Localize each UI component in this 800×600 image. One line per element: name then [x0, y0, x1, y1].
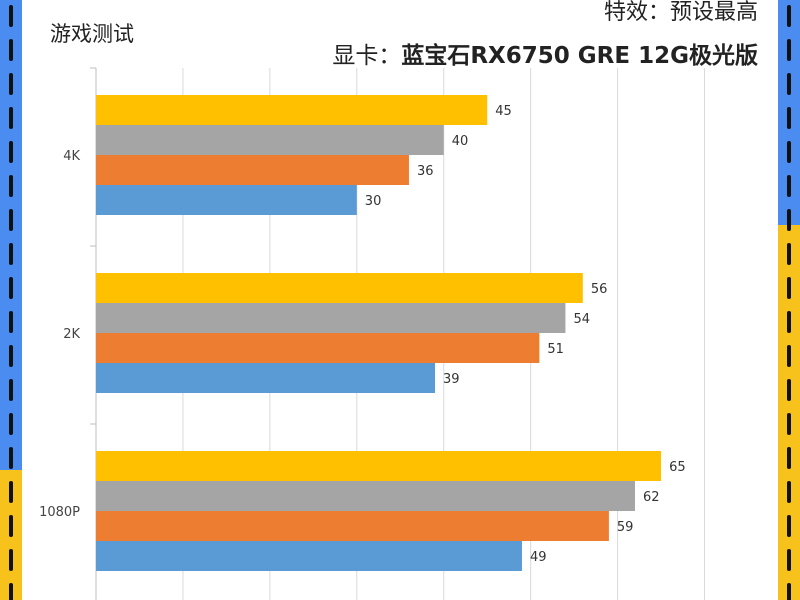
- border-dash: [787, 583, 791, 600]
- category-label: 2K: [63, 327, 80, 342]
- bar-value-label: 40: [452, 134, 469, 149]
- category-label: 1080P: [39, 505, 80, 520]
- bar-value-label: 59: [617, 520, 634, 535]
- border-dash: [787, 311, 791, 333]
- left-decorative-border: [0, 0, 22, 600]
- border-dash: [787, 141, 791, 163]
- bar: [96, 541, 522, 571]
- border-dash: [9, 481, 13, 503]
- border-dash: [9, 73, 13, 95]
- border-dash: [9, 379, 13, 401]
- border-dash: [787, 277, 791, 299]
- border-dash: [9, 5, 13, 27]
- border-dash: [787, 243, 791, 265]
- game-test-label: 游戏测试: [50, 22, 134, 46]
- border-color-block: [778, 225, 800, 600]
- bar: [96, 481, 635, 511]
- bar: [96, 185, 357, 215]
- category-label: 4K: [63, 149, 80, 164]
- border-dash: [787, 39, 791, 61]
- bar-value-label: 30: [365, 194, 382, 209]
- border-dash: [9, 515, 13, 537]
- bar: [96, 451, 662, 481]
- border-dash: [787, 345, 791, 367]
- border-dash: [787, 515, 791, 537]
- bar: [96, 125, 444, 155]
- border-dash: [787, 379, 791, 401]
- border-color-block: [0, 0, 22, 600]
- bar: [96, 273, 583, 303]
- border-dash: [787, 413, 791, 435]
- bar-value-label: 45: [495, 104, 512, 119]
- border-dash: [9, 243, 13, 265]
- border-dash: [787, 549, 791, 571]
- bar-value-label: 39: [443, 372, 460, 387]
- border-dash: [787, 175, 791, 197]
- border-dash: [9, 447, 13, 469]
- bar: [96, 303, 566, 333]
- border-dash: [9, 141, 13, 163]
- border-dash: [9, 277, 13, 299]
- bar: [96, 95, 488, 125]
- border-dash: [787, 107, 791, 129]
- gpu-prefix: 显卡：: [332, 43, 402, 69]
- bar-value-label: 36: [417, 164, 434, 179]
- border-dash: [9, 311, 13, 333]
- bar-value-label: 54: [573, 312, 590, 327]
- bar-value-label: 56: [591, 282, 608, 297]
- border-dash: [787, 209, 791, 231]
- border-dash: [9, 549, 13, 571]
- bar: [96, 511, 609, 541]
- border-dash: [787, 5, 791, 27]
- border-dash: [787, 73, 791, 95]
- border-dash: [9, 209, 13, 231]
- border-dash: [9, 175, 13, 197]
- bar: [96, 363, 436, 393]
- border-dash: [9, 583, 13, 600]
- border-dash: [9, 107, 13, 129]
- gpu-label: 显卡：蓝宝石RX6750 GRE 12G极光版: [332, 36, 758, 70]
- bar-value-label: 65: [669, 460, 686, 475]
- bar-value-label: 49: [530, 550, 547, 565]
- bar-value-label: 51: [547, 342, 564, 357]
- bar: [96, 333, 540, 363]
- effect-preset-label: 特效：预设最高: [603, 0, 758, 25]
- bar-value-label: 62: [643, 490, 660, 505]
- border-dash: [9, 345, 13, 367]
- border-dash: [9, 413, 13, 435]
- border-dash: [787, 481, 791, 503]
- border-dash: [787, 447, 791, 469]
- border-dash: [9, 39, 13, 61]
- right-decorative-border: [778, 0, 800, 600]
- bar: [96, 155, 409, 185]
- gpu-name: 蓝宝石RX6750 GRE 12G极光版: [401, 43, 758, 69]
